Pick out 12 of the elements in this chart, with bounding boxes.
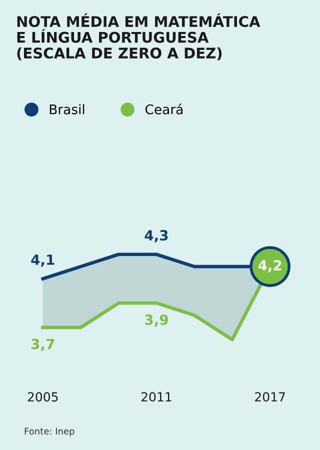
source-note: Fonte: Inep [24, 428, 74, 436]
x-tick-label: 2011 [141, 392, 172, 402]
legend-label: Ceará [146, 104, 182, 114]
data-label: 4,1 [31, 254, 54, 267]
data-label: 3,9 [145, 314, 168, 327]
chart-title: NOTA MÉDIA EM MATEMÁTICA E LÍNGUA PORTUGUESA (ESCALA DE ZERO A DEZ) [17, 13, 260, 60]
legend-label: Brasil [50, 104, 84, 114]
data-label: 4,2 [258, 260, 282, 272]
x-tick-label: 2005 [28, 392, 58, 402]
data-label: 4,3 [144, 230, 168, 242]
x-tick-label: 2017 [255, 392, 285, 402]
data-label: 3,7 [32, 338, 54, 352]
